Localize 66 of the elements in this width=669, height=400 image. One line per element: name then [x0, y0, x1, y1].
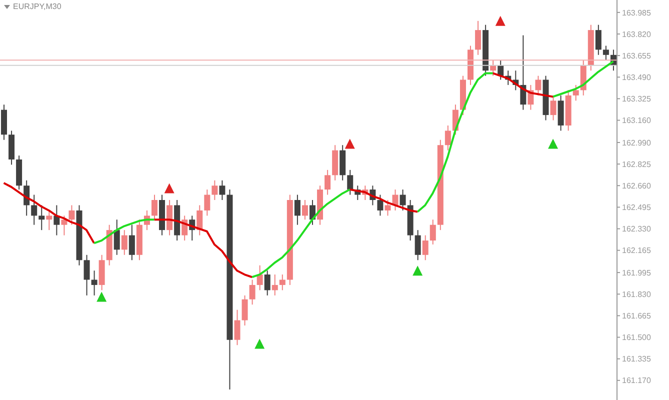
y-tick-label: 162.825 [622, 160, 652, 169]
candlestick [84, 254, 90, 296]
candlestick [91, 270, 98, 296]
candlestick [377, 194, 384, 216]
y-tick-label: 163.490 [622, 72, 652, 82]
candlestick [475, 20, 482, 56]
y-tick-label: 162.330 [622, 224, 652, 234]
candlestick [121, 230, 128, 256]
y-tick-label: 161.335 [622, 354, 652, 364]
y-tick-label: 163.325 [622, 94, 652, 104]
candlestick [38, 204, 45, 231]
candlestick [595, 24, 602, 56]
candlestick [400, 189, 406, 211]
y-tick-label: 162.165 [622, 246, 652, 256]
point [96, 292, 107, 302]
candlestick [302, 200, 308, 220]
point [495, 16, 506, 26]
candlestick [602, 45, 609, 61]
candlestick [68, 204, 75, 226]
candlestick [234, 309, 240, 346]
candlestick [444, 124, 451, 151]
candlestick [414, 230, 421, 261]
candlestick [204, 189, 210, 216]
candlestick [264, 270, 270, 296]
candlestick [196, 204, 203, 236]
y-tick-label: 163.820 [622, 30, 652, 39]
candlestick [279, 274, 286, 291]
candlestick [324, 169, 331, 196]
y-tick-label: 162.990 [622, 138, 652, 148]
candlestick [212, 180, 218, 200]
y-tick-label: 163.655 [622, 51, 652, 60]
y-tick-label: 162.660 [622, 181, 652, 190]
candlestick [46, 210, 52, 231]
candlestick [550, 94, 556, 121]
y-tick-label: 161.830 [622, 290, 652, 299]
candlestick [430, 219, 436, 245]
y-tick-label: 161.500 [622, 333, 652, 342]
candlestick [535, 75, 542, 96]
point [344, 138, 355, 149]
point [412, 266, 423, 276]
point [548, 138, 558, 149]
candlestick [347, 169, 354, 196]
candlestick [422, 234, 428, 261]
point [254, 338, 265, 349]
candlestick [572, 84, 579, 102]
y-tick-label: 161.170 [622, 376, 652, 386]
y-tick-label: 163.985 [622, 8, 652, 18]
candlestick [114, 219, 120, 256]
candlestick [31, 194, 38, 226]
candlestick [219, 180, 226, 200]
candlestick [249, 279, 256, 306]
candlestick [256, 264, 263, 291]
y-tick-label: 162.495 [622, 203, 652, 212]
candlestick [272, 274, 278, 296]
chart-title: EURJPY,M30 [13, 2, 62, 11]
candlestick [128, 224, 135, 261]
point [164, 183, 174, 194]
candlestick [61, 215, 68, 236]
candlestick [54, 204, 60, 236]
candlestick [151, 194, 158, 220]
candlestick [384, 200, 391, 216]
candlestick [294, 194, 300, 226]
y-tick-label: 163.160 [622, 116, 652, 126]
y-tick-label: 161.665 [622, 312, 652, 321]
y-tick-label: 161.995 [622, 268, 652, 278]
candlestick [242, 294, 248, 326]
